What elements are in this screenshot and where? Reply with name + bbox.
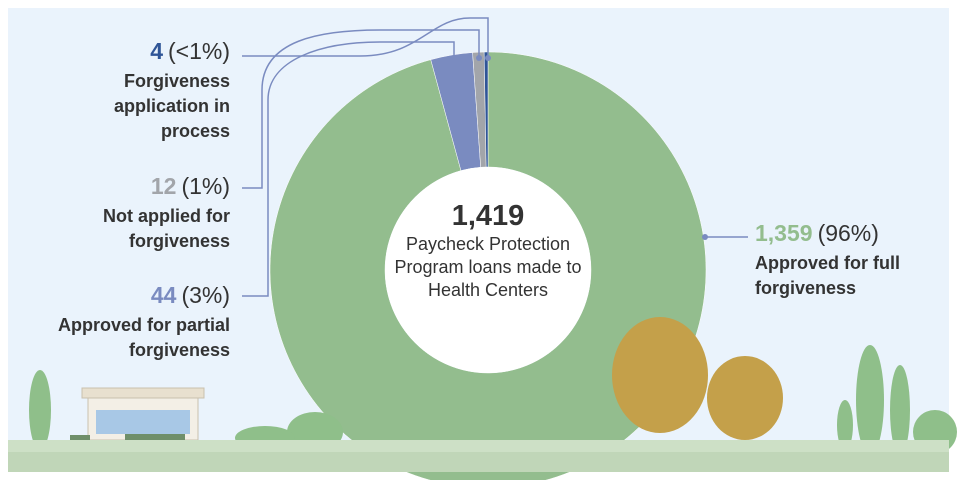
percent-label: (1%) [181, 173, 230, 199]
ground [8, 452, 949, 472]
value-line: 1,359 (96%) [755, 220, 945, 247]
slice-label: 44 (3%) Approved for partial forgiveness [30, 282, 230, 363]
value-label: 1,359 [755, 220, 813, 246]
value-line: 12 (1%) [60, 173, 230, 200]
category-label: Forgiveness application in process [113, 71, 230, 141]
connector-dot [485, 55, 491, 61]
connector-dot [451, 55, 457, 61]
scenery [29, 317, 957, 455]
slice-label: 1,359 (96%) Approved for full forgiveness [755, 220, 945, 301]
center-label: 1,419 Paycheck Protection Program loans … [388, 200, 588, 302]
value-label: 12 [150, 173, 177, 199]
center-text: Paycheck Protection Program loans made t… [394, 234, 582, 300]
connector-dot [702, 234, 708, 240]
value-label: 44 [150, 282, 177, 308]
connector-dot [476, 55, 482, 61]
value-label: 4 [150, 38, 163, 64]
slice-label: 12 (1%) Not applied for forgiveness [60, 173, 230, 254]
percent-label: (96%) [817, 220, 879, 246]
connector [242, 29, 480, 189]
connector [242, 41, 455, 297]
category-label: Approved for full forgiveness [755, 253, 900, 298]
category-label: Approved for partial forgiveness [57, 315, 230, 360]
connector [242, 17, 489, 58]
donut-hole [385, 167, 591, 373]
total: 1,419 [451, 200, 525, 232]
value-line: 44 (3%) [30, 282, 230, 309]
value-line: 4 (<1%) [80, 38, 230, 65]
percent-label: (3%) [181, 282, 230, 308]
percent-label: (<1%) [168, 38, 230, 64]
connectors [242, 17, 748, 297]
category-label: Not applied for forgiveness [103, 206, 230, 251]
slice-label: 4 (<1%) Forgiveness application in process [80, 38, 230, 144]
